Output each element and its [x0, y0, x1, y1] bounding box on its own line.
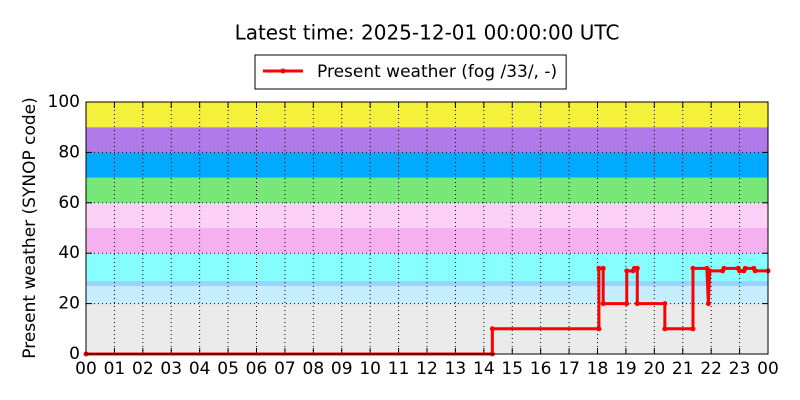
- x-tick-label: 18: [587, 359, 609, 379]
- data-point: [690, 265, 696, 271]
- x-tick-label: 04: [189, 359, 211, 379]
- x-tick-label: 17: [558, 359, 580, 379]
- background-band: [86, 127, 768, 153]
- background-band: [86, 228, 768, 254]
- data-point: [662, 326, 668, 332]
- x-tick-label: 23: [729, 359, 751, 379]
- data-point: [624, 301, 630, 307]
- y-axis-label: Present weather (SYNOP code): [20, 97, 40, 358]
- y-tick-label: 40: [58, 243, 80, 263]
- x-tick-label: 06: [246, 359, 268, 379]
- background-band: [86, 253, 768, 281]
- x-tick-label: 13: [445, 359, 467, 379]
- x-tick-label: 00: [757, 359, 779, 379]
- data-point: [721, 265, 727, 271]
- x-tick-label: 21: [672, 359, 694, 379]
- data-point: [600, 265, 606, 271]
- y-tick-label: 80: [58, 142, 80, 162]
- y-tick-label: 0: [69, 344, 80, 364]
- legend-label: Present weather (fog /33/, -): [317, 62, 557, 82]
- x-tick-label: 22: [700, 359, 722, 379]
- data-point: [634, 301, 640, 307]
- data-point: [707, 268, 713, 274]
- data-point: [634, 265, 640, 271]
- y-tick-label: 20: [58, 294, 80, 314]
- legend-marker: [280, 68, 286, 74]
- background-band: [86, 152, 768, 178]
- x-tick-label: 16: [530, 359, 552, 379]
- x-tick-label: 01: [104, 359, 126, 379]
- x-tick-label: 07: [274, 359, 296, 379]
- x-tick-label: 09: [331, 359, 353, 379]
- x-tick-label: 03: [160, 359, 182, 379]
- data-point: [737, 268, 743, 274]
- x-tick-label: 00: [75, 359, 97, 379]
- data-point: [600, 301, 606, 307]
- x-tick-label: 02: [132, 359, 154, 379]
- data-point: [705, 301, 711, 307]
- data-point: [489, 326, 495, 332]
- data-point: [596, 326, 602, 332]
- legend: Present weather (fog /33/, -): [254, 54, 567, 90]
- plot-frame: [85, 101, 769, 355]
- background-band: [86, 280, 768, 286]
- x-tick-label: 08: [303, 359, 325, 379]
- x-tick-label: 12: [416, 359, 438, 379]
- data-point: [752, 268, 758, 274]
- x-tick-label: 05: [217, 359, 239, 379]
- data-point: [742, 265, 748, 271]
- x-tick-label: 14: [473, 359, 495, 379]
- data-point: [624, 268, 630, 274]
- data-point: [596, 265, 602, 271]
- chart-title: Latest time: 2025-12-01 00:00:00 UTC: [235, 21, 620, 45]
- data-point: [690, 326, 696, 332]
- x-tick-label: 10: [359, 359, 381, 379]
- x-tick-label: 11: [388, 359, 410, 379]
- y-tick-label: 60: [58, 193, 80, 213]
- data-point: [662, 301, 668, 307]
- x-tick-label: 15: [501, 359, 523, 379]
- x-tick-label: 20: [644, 359, 666, 379]
- x-tick-label: 19: [615, 359, 637, 379]
- y-tick-label: 100: [48, 92, 80, 112]
- background-band: [86, 303, 768, 354]
- legend-box: [254, 54, 567, 90]
